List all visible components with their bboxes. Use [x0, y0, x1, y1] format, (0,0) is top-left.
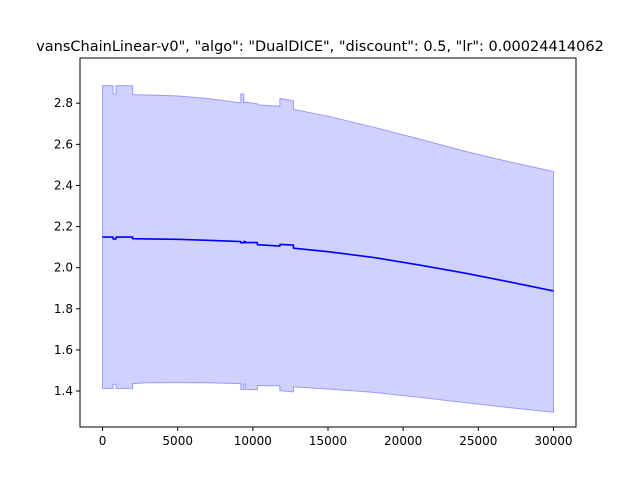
y-tick-label: 2.2: [54, 220, 73, 234]
x-tick-label: 20000: [384, 434, 422, 448]
series-group: [102, 85, 554, 413]
x-tick-label: 0: [99, 434, 107, 448]
y-tick-label: 2.0: [54, 261, 73, 275]
chart-title: vansChainLinear-v0", "algo": "DualDICE",…: [36, 39, 604, 55]
confidence-band-0: [102, 85, 554, 413]
y-tick-label: 2.4: [54, 178, 73, 192]
plot-area: [102, 85, 554, 413]
y-tick-label: 2.8: [54, 96, 73, 110]
y-tick-label: 1.8: [54, 302, 73, 316]
y-tick-label: 1.4: [54, 384, 73, 398]
x-tick-label: 10000: [234, 434, 272, 448]
x-tick-label: 15000: [309, 434, 347, 448]
x-tick-label: 25000: [459, 434, 497, 448]
x-tick-label: 5000: [162, 434, 193, 448]
x-tick-label: 30000: [534, 434, 572, 448]
axes: 0 5000 10000 15000 20000 25000 30000 1.4 1.6 1.8 2…: [54, 57, 577, 448]
y-tick-label: 1.6: [54, 343, 73, 357]
y-tick-label: 2.6: [54, 137, 73, 151]
mean-line-0: [102, 236, 554, 292]
